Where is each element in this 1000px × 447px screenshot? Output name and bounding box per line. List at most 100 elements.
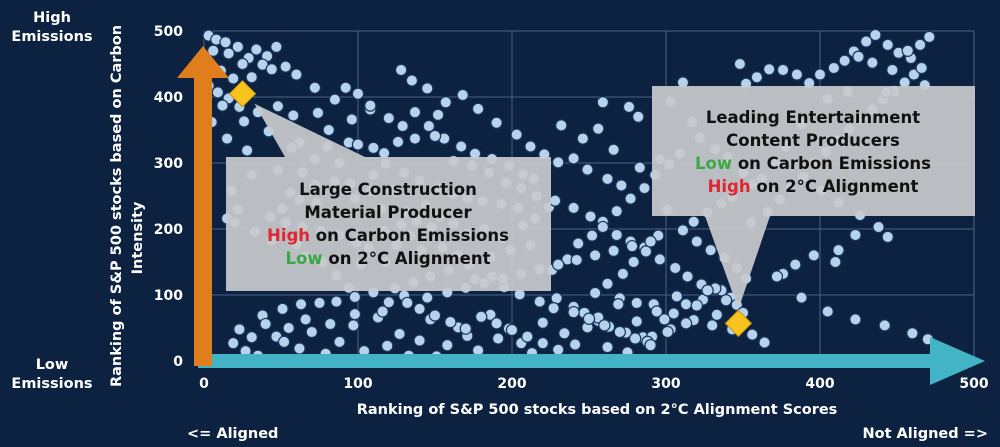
y-axis-title: Ranking of S&P 500 stocks based on Carbo…	[109, 25, 146, 387]
data-point	[219, 36, 232, 49]
data-point	[582, 312, 596, 325]
data-point	[572, 237, 585, 250]
data-point	[408, 105, 422, 119]
data-point	[630, 296, 643, 310]
data-point	[601, 277, 614, 290]
data-point	[795, 291, 808, 304]
data-point	[216, 99, 229, 112]
data-point	[428, 129, 442, 143]
data-point	[339, 81, 352, 94]
data-point	[322, 123, 335, 137]
data-point	[907, 68, 921, 81]
data-point	[471, 102, 485, 116]
data-point	[381, 339, 394, 353]
data-point	[790, 68, 804, 81]
data-point	[552, 343, 565, 356]
data-point	[596, 220, 610, 234]
data-point	[207, 44, 220, 58]
data-point	[610, 204, 623, 218]
data-point	[348, 307, 362, 321]
data-point	[866, 56, 879, 69]
data-point	[596, 96, 610, 109]
data-point	[308, 81, 322, 94]
data-point	[849, 313, 862, 326]
data-point	[441, 338, 454, 352]
data-point	[220, 132, 234, 145]
data-point	[610, 228, 623, 242]
data-point	[270, 40, 283, 54]
data-point	[524, 140, 537, 153]
data-point	[913, 38, 927, 52]
data-point	[491, 332, 505, 345]
data-point	[653, 253, 667, 266]
x-tick-label: 100	[343, 376, 372, 392]
data-point	[615, 179, 628, 192]
data-point	[872, 220, 885, 234]
y-tick-label: 0	[173, 354, 183, 370]
data-point	[236, 57, 249, 71]
data-point	[456, 88, 469, 102]
x-tick-label: 0	[199, 376, 209, 392]
data-point	[622, 100, 636, 114]
data-point	[391, 135, 405, 149]
x-tick-label: 400	[805, 376, 834, 392]
data-point	[510, 128, 523, 141]
data-point	[881, 230, 894, 244]
data-point	[382, 296, 395, 309]
data-point	[333, 335, 346, 349]
data-point	[547, 302, 560, 315]
data-point	[364, 99, 377, 112]
data-point	[598, 319, 611, 332]
data-point	[259, 317, 272, 331]
data-point	[413, 302, 426, 316]
data-point	[231, 40, 245, 54]
data-point	[324, 317, 337, 331]
data-point	[548, 194, 562, 207]
data-point	[661, 325, 674, 339]
data-point	[630, 315, 643, 328]
data-point	[776, 63, 790, 77]
data-point	[568, 338, 582, 351]
data-point	[612, 298, 625, 311]
data-point	[633, 161, 647, 174]
data-point	[299, 313, 312, 326]
data-point	[886, 63, 899, 77]
data-point	[227, 336, 240, 350]
y-tick-label: 100	[154, 288, 183, 304]
data-point	[558, 327, 571, 340]
data-point	[838, 54, 851, 67]
data-point	[592, 122, 605, 135]
data-point	[576, 132, 590, 145]
low-emissions-label: Low Emissions	[11, 357, 92, 392]
data-point	[330, 295, 343, 308]
x-axis-arrow	[198, 337, 985, 385]
data-point	[408, 132, 422, 145]
highlight-diamond	[228, 79, 257, 108]
data-point	[625, 239, 639, 253]
data-point	[459, 322, 472, 335]
data-point	[690, 235, 704, 248]
data-point	[555, 119, 568, 132]
callout-rating-line: Low on 2°C Alignment	[286, 249, 491, 268]
data-point	[639, 245, 653, 258]
data-point	[690, 299, 704, 312]
x-tick-label: 300	[651, 376, 680, 392]
aligned-label: <= Aligned	[187, 426, 278, 442]
callout-pointer	[705, 216, 770, 310]
data-point	[567, 201, 580, 215]
data-point	[607, 244, 620, 257]
data-point	[521, 330, 534, 343]
data-point	[901, 44, 914, 58]
data-point	[393, 327, 406, 341]
data-point	[245, 331, 258, 344]
data-point	[832, 243, 845, 257]
data-point	[632, 110, 645, 124]
data-point	[505, 323, 519, 337]
data-point	[367, 141, 380, 155]
data-point	[687, 215, 700, 228]
data-point	[629, 332, 642, 345]
data-point	[878, 319, 891, 332]
data-point	[770, 270, 784, 283]
